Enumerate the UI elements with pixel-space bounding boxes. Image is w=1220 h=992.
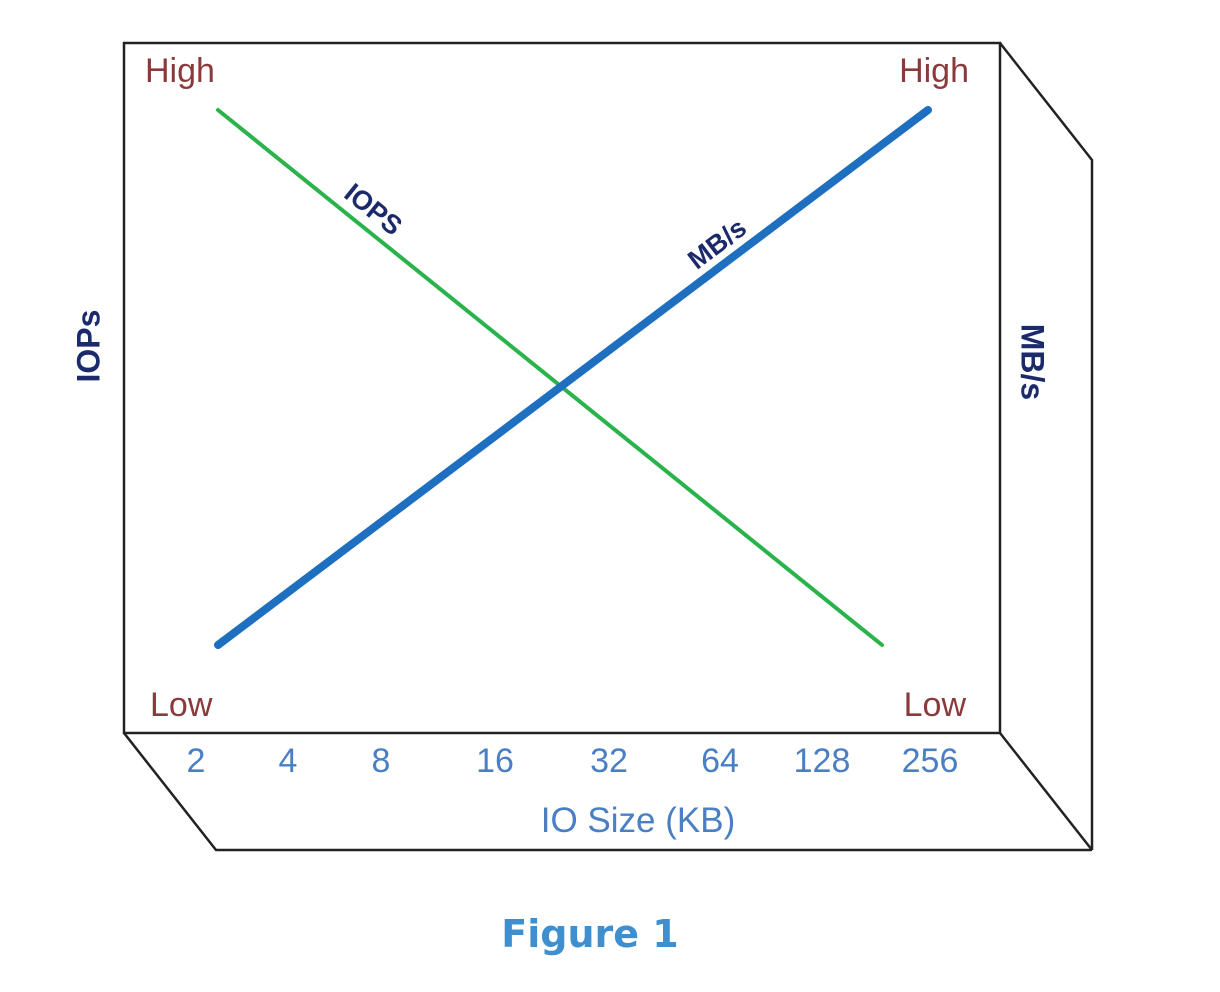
left-high-label: High (145, 52, 215, 90)
figure-caption: Figure 1 (501, 912, 679, 956)
bottom-right-edge (999, 732, 1093, 851)
x-tick-label: 8 (372, 742, 391, 780)
right-high-label: High (899, 52, 969, 90)
x-tick-label: 2 (187, 742, 206, 780)
x-tick-label: 4 (279, 742, 298, 780)
x-tick-label: 256 (902, 742, 959, 780)
right-side-face (999, 42, 1094, 850)
x-axis-title: IO Size (KB) (541, 801, 735, 840)
series-label-0: IOPS (339, 178, 408, 242)
x-tick-label: 32 (590, 742, 628, 780)
bottom-face (123, 732, 1092, 852)
right-axis-title: MB/s (1015, 324, 1051, 400)
left-axis-title: IOPs (70, 310, 106, 383)
x-tick-label: 64 (701, 742, 739, 780)
chart-frame (122, 41, 1094, 852)
series-line-0 (216, 108, 884, 647)
front-face (122, 41, 1002, 735)
right-low-label: Low (904, 686, 967, 724)
chart-labels: High Low High Low 2 4 8 16 32 64 128 256 IO Size (KB… (70, 52, 1050, 840)
x-tick-label: 16 (476, 742, 514, 780)
left-low-label: Low (150, 686, 213, 724)
series-line-1 (214, 106, 932, 649)
x-tick-label: 128 (794, 742, 851, 780)
